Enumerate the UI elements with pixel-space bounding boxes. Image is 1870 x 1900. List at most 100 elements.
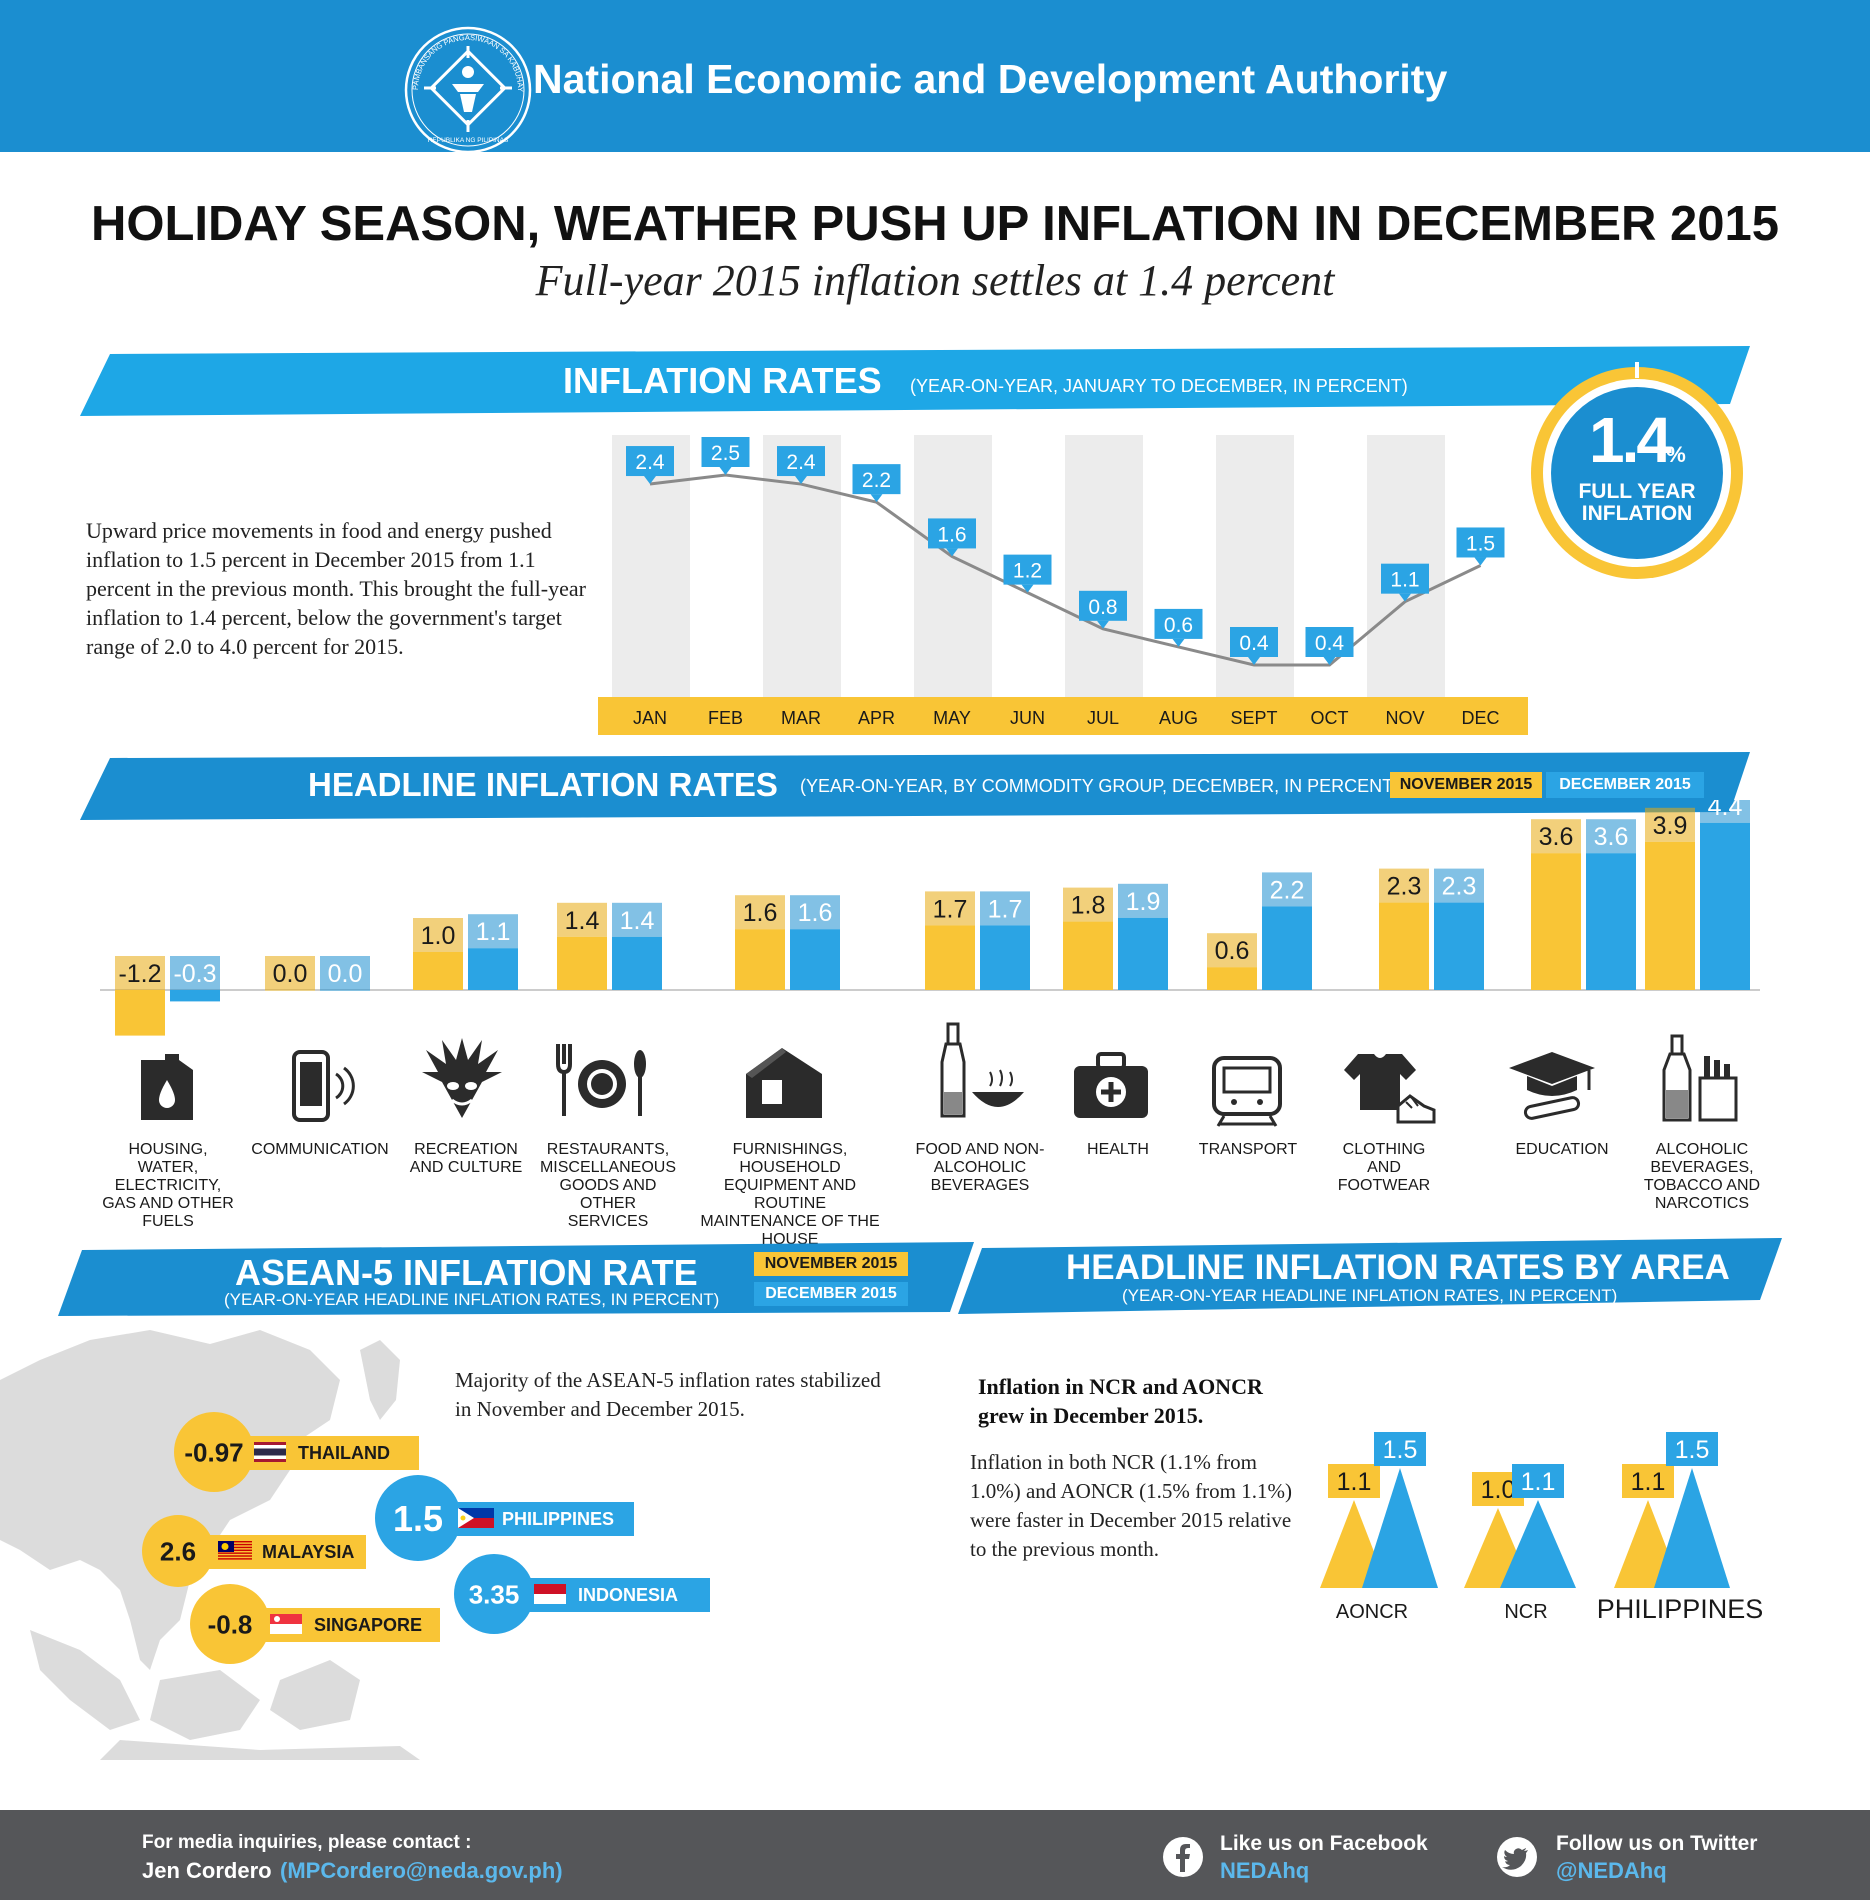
full-year-inflation-badge: 1.4 % FULL YEAR INFLATION [1531,362,1743,579]
page-subtitle: Full-year 2015 inflation settles at 1.4 … [535,256,1335,305]
bar-december-label: 2.3 [1442,873,1477,901]
bar-december-label: 3.6 [1594,823,1629,851]
malaysia-flag-icon [218,1541,252,1560]
bar-december: -0.3 [170,956,220,1002]
bar-november-label: 0.6 [1215,937,1250,965]
area-heading: Inflation in NCR and AONCR grew in Decem… [978,1374,1263,1428]
month-data-point: 2.2 [852,464,901,503]
month-data-label: 1.6 [937,523,966,546]
month-tick-label: DEC [1461,708,1499,728]
area-december-label: 1.5 [1383,1436,1418,1464]
month-data-label: 1.5 [1466,532,1495,555]
month-data-point: 2.4 [777,446,825,485]
facebook-link[interactable]: NEDAhq [1220,1858,1310,1883]
bar-november: 3.9 [1645,807,1695,990]
bar-november: 1.7 [925,891,975,990]
contact-email-link[interactable]: (MPCordero@neda.gov.ph) [280,1858,563,1883]
bar-november: 0.6 [1207,933,1257,990]
month-data-label: 2.4 [635,451,665,474]
bar-november: 1.8 [1063,887,1113,990]
category-label: FOOD AND NON-ALCOHOLIC BEVERAGES [915,1141,1045,1194]
thailand-flag-icon [254,1442,286,1462]
asean-country-name: THAILAND [298,1443,390,1463]
bar-december: 1.6 [790,895,840,990]
contact-name: Jen Cordero [142,1858,272,1883]
category-label: HOUSING, WATER, ELECTRICITY, GAS AND OTH… [102,1141,234,1230]
twitter-icon[interactable] [1496,1836,1538,1878]
month-tick-label: MAR [781,708,821,728]
shirt-shoe-icon [1344,1054,1436,1124]
month-data-point: 0.6 [1154,608,1203,647]
asean-legend-november: NOVEMBER 2015 [754,1252,908,1276]
area-note: (YEAR-ON-YEAR HEADLINE INFLATION RATES, … [1122,1286,1618,1305]
commodity-inflation-chart: -1.2 -0.3 0.0 0.0 1.0 1.1 1.4 1.4 1.6 1.6 1.7 1.7 1.… [100,800,1760,1036]
facebook-icon[interactable] [1162,1836,1204,1878]
bar-december: 1.4 [612,902,662,990]
month-data-point: 1.2 [1003,554,1052,593]
month-tick-label: JUN [1010,708,1045,728]
page-title: HOLIDAY SEASON, WEATHER PUSH UP INFLATIO… [90,197,1780,251]
category-label: CLOTHING AND FOOTWEAR [1337,1141,1431,1194]
month-tick-label: FEB [708,708,743,728]
bar-november: 0.0 [265,956,315,991]
area-category-label: PHILIPPINES [1597,1594,1764,1624]
full-year-value: 1.4 [1589,404,1672,476]
month-data-point: 0.4 [1305,627,1354,665]
asean-country-badge: 1.5 PHILIPPINES [375,1475,634,1561]
inflation-rates-note: (YEAR-ON-YEAR, JANUARY TO DECEMBER, IN P… [910,376,1408,396]
asean-value: 3.35 [469,1579,520,1609]
bar-december: 2.3 [1434,868,1484,990]
month-data-point: 0.8 [1079,590,1127,629]
bar-december: 1.1 [468,914,518,990]
asean-legend-december: DECEMBER 2015 [754,1282,908,1306]
bar-december-label: 4.4 [1708,800,1743,821]
bottle-bowl-icon [940,1022,1024,1118]
legend-november: NOVEMBER 2015 [1390,772,1542,798]
twitter-link[interactable]: @NEDAhq [1556,1858,1667,1883]
headline-inflation-note: (YEAR-ON-YEAR, BY COMMODITY GROUP, DECEM… [800,776,1400,796]
legend-december: DECEMBER 2015 [1546,772,1704,798]
full-year-label-1: FULL YEAR [1578,480,1695,503]
month-tick-label: AUG [1159,708,1198,728]
month-data-point: 2.4 [626,446,674,485]
category-label: RECREATION AND CULTURE [409,1141,523,1176]
bar-december: 0.0 [320,956,370,991]
bar-november-label: -1.2 [118,960,161,988]
house-icon [746,1048,822,1118]
bar-november: 1.0 [413,918,463,990]
first-aid-kit-icon [1074,1052,1148,1118]
bar-december-label: 1.7 [988,895,1023,923]
bar-november-label: 1.4 [565,907,600,935]
festival-mask-icon [422,1038,502,1118]
bar-november: 1.4 [557,902,607,990]
contact-label: For media inquiries, please contact : [142,1832,472,1853]
bar-november: 2.3 [1379,868,1429,990]
asean-country-badge: -0.8 SINGAPORE [190,1584,440,1664]
bar-november-label: 2.3 [1387,873,1422,901]
bar-november: 3.6 [1531,819,1581,990]
month-data-label: 1.2 [1013,560,1042,583]
bar-november-label: 0.0 [273,960,308,988]
bar-december: 2.2 [1262,872,1312,990]
bar-december-label: 1.4 [620,907,655,935]
bar-december-label: 1.1 [476,918,511,946]
area-november-label: 1.0 [1481,1476,1516,1504]
asean-value: 1.5 [393,1498,443,1539]
month-axis-strip [598,697,1528,735]
cutlery-plate-icon [556,1044,646,1116]
month-tick-label: APR [858,708,895,728]
singapore-flag-icon [270,1614,302,1634]
month-data-label: 2.2 [862,469,891,492]
asean-text: Majority of the ASEAN-5 inflation rates … [455,1368,881,1421]
bar-december-label: 1.6 [798,899,833,927]
southeast-asia-map [0,1330,420,1760]
bar-december: 1.7 [980,891,1030,990]
asean-country-name: SINGAPORE [314,1615,422,1635]
inflation-rates-banner [80,346,1750,416]
area-december-label: 1.5 [1675,1436,1710,1464]
month-data-label: 2.5 [711,442,740,465]
category-label: COMMUNICATION [251,1141,389,1158]
bar-november-label: 1.6 [743,899,778,927]
asean-country-name: PHILIPPINES [502,1509,614,1529]
train-icon [1212,1056,1282,1127]
